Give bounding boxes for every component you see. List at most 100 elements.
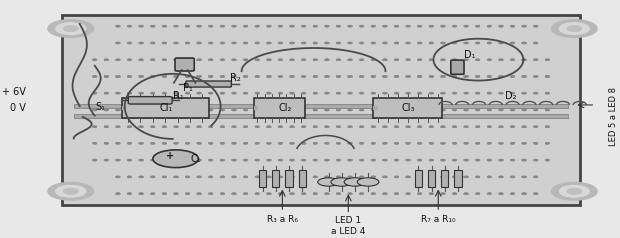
- Circle shape: [348, 176, 352, 178]
- Circle shape: [186, 76, 189, 77]
- Circle shape: [116, 42, 120, 44]
- Bar: [127, 25, 132, 27]
- Circle shape: [441, 126, 445, 127]
- Bar: [498, 193, 503, 195]
- Bar: [533, 25, 538, 27]
- Bar: [138, 193, 144, 195]
- Circle shape: [302, 76, 306, 77]
- Bar: [197, 109, 202, 111]
- Bar: [208, 109, 213, 111]
- Bar: [521, 25, 527, 27]
- Circle shape: [209, 143, 213, 144]
- Bar: [510, 25, 515, 27]
- Circle shape: [128, 76, 131, 77]
- Circle shape: [197, 109, 201, 111]
- Bar: [440, 159, 446, 161]
- Bar: [417, 25, 422, 27]
- Bar: [278, 42, 283, 44]
- Bar: [208, 126, 213, 128]
- Bar: [324, 126, 330, 128]
- Bar: [336, 193, 341, 195]
- Circle shape: [546, 159, 549, 161]
- Bar: [312, 75, 318, 78]
- Bar: [359, 42, 365, 44]
- Bar: [74, 104, 569, 108]
- Bar: [533, 193, 538, 195]
- Circle shape: [232, 193, 236, 194]
- Bar: [231, 193, 237, 195]
- Bar: [394, 176, 399, 178]
- Circle shape: [337, 59, 340, 60]
- Bar: [452, 75, 457, 78]
- Circle shape: [105, 159, 108, 161]
- Bar: [544, 126, 550, 128]
- Bar: [301, 25, 306, 27]
- Circle shape: [395, 126, 398, 127]
- Bar: [173, 109, 179, 111]
- Bar: [440, 126, 446, 128]
- Circle shape: [487, 76, 491, 77]
- Bar: [104, 142, 109, 144]
- Circle shape: [325, 109, 329, 111]
- Circle shape: [255, 159, 259, 161]
- Bar: [208, 59, 213, 61]
- Bar: [336, 75, 341, 78]
- Bar: [394, 75, 399, 78]
- Circle shape: [105, 126, 108, 127]
- Bar: [521, 159, 527, 161]
- Bar: [301, 142, 306, 144]
- Bar: [359, 92, 365, 94]
- Bar: [347, 176, 353, 178]
- Circle shape: [511, 59, 515, 60]
- Bar: [92, 159, 97, 161]
- Circle shape: [360, 193, 363, 194]
- Circle shape: [487, 193, 491, 194]
- Circle shape: [325, 93, 329, 94]
- Bar: [150, 42, 156, 44]
- FancyBboxPatch shape: [175, 58, 194, 71]
- Circle shape: [174, 42, 178, 44]
- Circle shape: [278, 109, 282, 111]
- Circle shape: [314, 42, 317, 44]
- Circle shape: [395, 93, 398, 94]
- Bar: [301, 42, 306, 44]
- Bar: [290, 142, 294, 144]
- Circle shape: [325, 59, 329, 60]
- Text: C₁: C₁: [190, 154, 202, 164]
- Bar: [533, 92, 538, 94]
- Circle shape: [197, 176, 201, 178]
- Circle shape: [267, 176, 270, 178]
- Bar: [150, 126, 156, 128]
- Bar: [115, 25, 121, 27]
- Circle shape: [418, 59, 422, 60]
- Circle shape: [232, 59, 236, 60]
- Bar: [347, 42, 353, 44]
- Bar: [115, 59, 121, 61]
- Bar: [208, 142, 213, 144]
- Circle shape: [453, 143, 456, 144]
- Bar: [266, 142, 272, 144]
- Circle shape: [406, 193, 410, 194]
- Bar: [463, 25, 469, 27]
- Circle shape: [221, 126, 224, 127]
- Circle shape: [476, 76, 479, 77]
- Circle shape: [441, 25, 445, 27]
- Circle shape: [325, 25, 329, 27]
- Bar: [104, 109, 109, 111]
- Circle shape: [186, 143, 189, 144]
- Bar: [371, 92, 376, 94]
- Circle shape: [534, 193, 538, 194]
- Circle shape: [116, 159, 120, 161]
- Circle shape: [93, 159, 97, 161]
- Bar: [290, 159, 294, 161]
- Circle shape: [499, 193, 503, 194]
- Bar: [219, 25, 225, 27]
- Bar: [371, 59, 376, 61]
- Bar: [475, 75, 480, 78]
- Bar: [452, 142, 457, 144]
- Bar: [254, 142, 260, 144]
- Circle shape: [302, 42, 306, 44]
- Bar: [359, 142, 365, 144]
- Bar: [173, 159, 179, 161]
- Circle shape: [464, 76, 468, 77]
